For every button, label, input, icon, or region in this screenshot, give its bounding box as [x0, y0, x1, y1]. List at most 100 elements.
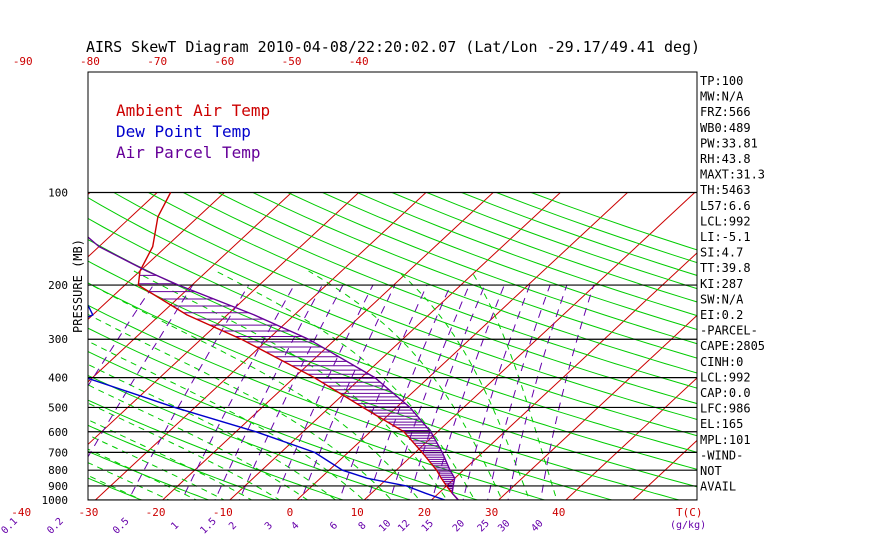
isotherm-line: [229, 192, 561, 500]
legend-entry: Air Parcel Temp: [116, 143, 261, 162]
dry-adiabat-line: [287, 192, 697, 345]
pressure-tick-label: 200: [48, 279, 68, 292]
x-axis-label: T(C): [676, 506, 703, 519]
dry-adiabat-line: [217, 192, 697, 374]
stat-line: EI:0.2: [700, 308, 743, 322]
dry-adiabat-line: [183, 192, 697, 389]
top-temp-tick-label: -50: [282, 55, 302, 68]
pressure-tick-label: 500: [48, 401, 68, 414]
mixing-ratio-line: [507, 284, 568, 500]
stat-line: KI:287: [700, 277, 743, 291]
mixing-ratio-unit: (g/kg): [670, 520, 706, 531]
mixing-ratio-label: 30: [496, 518, 512, 534]
dry-adiabat-line: [88, 374, 412, 500]
dry-adiabat-line: [252, 192, 697, 359]
mixing-ratio-line: [338, 284, 428, 500]
isotherm-line: [88, 192, 225, 321]
mixing-ratio-label: 0.1: [0, 516, 20, 537]
stat-line: L57:6.6: [700, 199, 751, 213]
dry-adiabat-line: [88, 350, 480, 500]
bottom-temp-tick-label: 10: [351, 506, 364, 519]
moist-adiabat-line: [88, 340, 365, 500]
moist-adiabat-line: [88, 402, 281, 500]
stat-line: CAP:0.0: [700, 386, 751, 400]
stat-line: FRZ:566: [700, 105, 751, 119]
bottom-temp-tick-label: 0: [287, 506, 294, 519]
top-temp-tick-label: -90: [13, 55, 33, 68]
pressure-tick-label: 700: [48, 446, 68, 459]
mixing-ratio-label: 20: [451, 518, 467, 534]
isotherm-line: [88, 192, 360, 446]
mixing-ratio-label: 0.5: [111, 516, 132, 537]
pressure-tick-label: 1000: [42, 494, 69, 507]
stat-line: NOT: [700, 464, 722, 478]
legend-entry: Ambient Air Temp: [116, 101, 270, 120]
plot-frame: [87, 71, 698, 501]
dry-adiabat-line: [88, 260, 697, 488]
moist-adiabat-line: [88, 384, 309, 500]
dry-adiabat-line: [322, 192, 697, 331]
isotherm-line: [296, 192, 628, 500]
legend: Ambient Air Temp Dew Point Temp Air Parcel…: [116, 101, 270, 162]
stat-line: SW:N/A: [700, 292, 744, 306]
pressure-tick-label: 300: [48, 333, 68, 346]
dry-adiabat-line: [113, 192, 697, 420]
mixing-ratio-label: 1.5: [198, 516, 219, 537]
mixing-ratio-line: [300, 284, 396, 500]
pressure-tick-label: 100: [48, 187, 68, 200]
dry-adiabat-line: [88, 399, 345, 500]
stat-line: LCL:992: [700, 214, 751, 228]
moist-adiabat-line: [88, 462, 170, 500]
series-line-air-parcel-temp: [88, 236, 459, 500]
moist-adiabat-line: [308, 270, 503, 500]
mixing-ratio-line: [238, 284, 344, 500]
mixing-ratio-line: [367, 284, 452, 500]
stat-line: TH:5463: [700, 183, 751, 197]
mixing-ratio-line: [181, 284, 295, 500]
mixing-ratio-label: 8: [357, 520, 369, 532]
moist-adiabat-line: [88, 313, 393, 500]
isotherm-line: [363, 192, 696, 500]
mixing-ratio-label: 2: [227, 520, 239, 532]
stat-line: LFC:986: [700, 402, 751, 416]
dry-adiabat-line: [88, 197, 697, 437]
chart-title: AIRS SkewT Diagram 2010-04-08/22:20:02.0…: [86, 38, 700, 56]
mixing-ratio-line: [88, 284, 194, 458]
mixing-ratio-line: [127, 284, 250, 500]
stat-line: SI:4.7: [700, 246, 743, 260]
stat-line: MW:N/A: [700, 90, 744, 104]
mixing-ratio-line: [214, 284, 323, 500]
bottom-temp-tick-label: -30: [78, 506, 98, 519]
mixing-ratio-label: 40: [529, 518, 545, 534]
y-axis-title: PRESSURE (MB): [71, 239, 85, 333]
bottom-temp-tick-label: 20: [418, 506, 431, 519]
dry-adiabat-line: [88, 217, 697, 453]
moist-adiabat-line: [88, 448, 198, 500]
mixing-ratio-label: 6: [328, 520, 340, 532]
mixing-ratio-line: [462, 284, 531, 500]
labels-layer: 1002003004005006007008009001000-120-110-…: [0, 55, 706, 537]
stat-line: RH:43.8: [700, 152, 751, 166]
top-temp-tick-label: -80: [80, 55, 100, 68]
moist-adiabat-line: [88, 474, 143, 500]
dry-adiabat-line: [496, 192, 697, 264]
stat-line: CAPE:2805: [700, 339, 765, 353]
isotherm-line: [88, 192, 292, 383]
series-line-ambient-air-temp: [137, 192, 459, 500]
isotherm-line: [161, 192, 494, 500]
dry-adiabat-line: [391, 192, 697, 303]
bottom-temp-tick-label: -40: [11, 506, 31, 519]
pressure-tick-label: 600: [48, 426, 68, 439]
stat-line: EL:165: [700, 417, 743, 431]
dry-adiabat-line: [88, 424, 278, 500]
stat-line: CINH:0: [700, 355, 743, 369]
dry-adiabat-line: [88, 282, 681, 500]
bottom-temp-tick-label: 40: [552, 506, 565, 519]
mixing-ratio-label: 4: [290, 520, 302, 532]
mixing-ratio-line: [389, 284, 470, 500]
isotherm-line: [430, 252, 697, 500]
top-temp-tick-label: -70: [147, 55, 167, 68]
bottom-temp-tick-label: -20: [146, 506, 166, 519]
